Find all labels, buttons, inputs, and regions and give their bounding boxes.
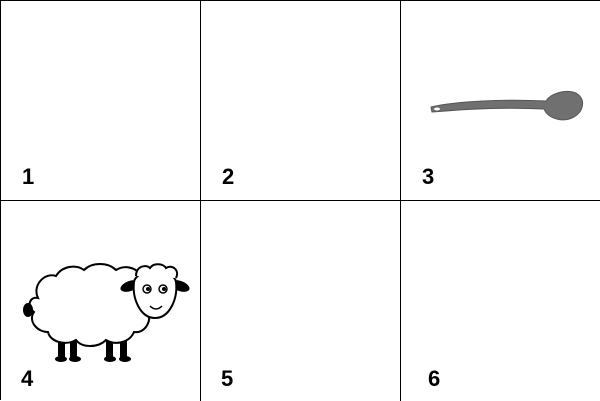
grid-cell-6: 6 [401,201,600,401]
cell-number: 3 [422,164,435,189]
grid-cell-5: 5 [201,201,401,401]
cell-number: 4 [21,366,34,391]
grid-cell-2: 2 [201,1,401,201]
cell-number: 2 [222,164,235,189]
cell-number: 5 [221,366,234,391]
spoon-image [430,90,583,121]
grid-cell-3: 3 [401,1,600,201]
sheep-image [23,263,190,362]
cell-number: 6 [428,366,441,391]
cell-number: 1 [22,164,35,189]
grid-cell-1: 1 [1,1,201,201]
